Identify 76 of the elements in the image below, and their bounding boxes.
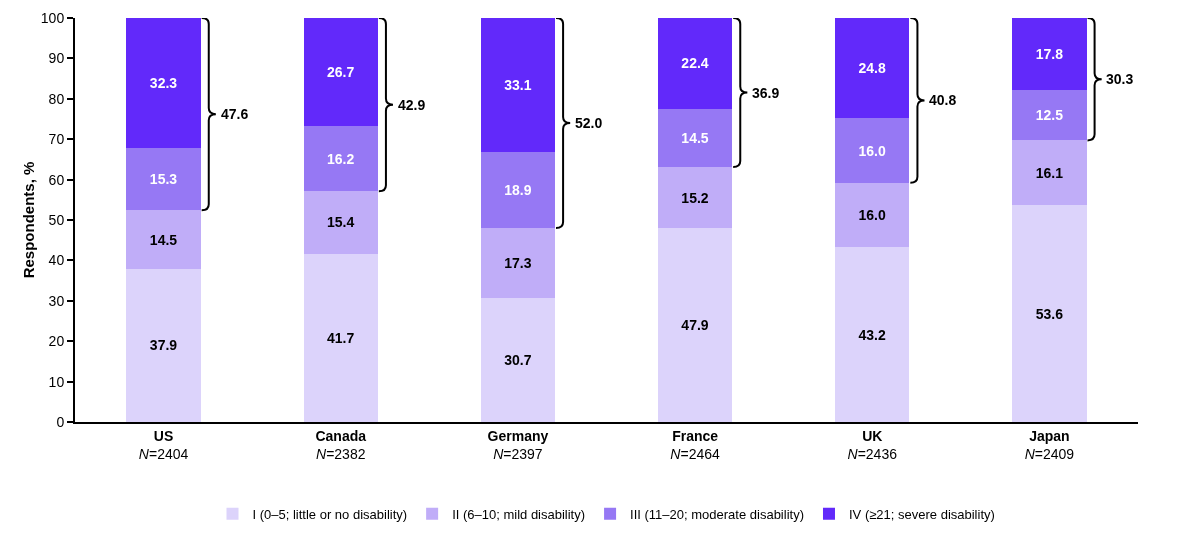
annotation: 30.3 xyxy=(1106,71,1134,87)
data-label: 17.8 xyxy=(1035,45,1064,62)
data-label: 43.2 xyxy=(858,326,886,343)
data-label: 16.2 xyxy=(327,150,355,167)
bar xyxy=(1012,205,1087,422)
legend-label: I (0–5; little or no disability) xyxy=(252,506,408,522)
bar xyxy=(303,18,378,126)
bar xyxy=(657,167,733,229)
y-tick-label: 50 xyxy=(48,211,65,228)
data-label: 37.9 xyxy=(149,337,178,354)
legend-label: IV (≥21; severe disability) xyxy=(848,506,995,522)
bar xyxy=(657,18,733,109)
bar xyxy=(303,191,378,254)
annotation: 36.9 xyxy=(752,85,780,101)
bar xyxy=(1012,89,1087,141)
y-tick-label: 100 xyxy=(40,9,65,26)
data-label: 53.6 xyxy=(1035,305,1064,322)
bar xyxy=(303,253,378,422)
data-label: 15.3 xyxy=(149,171,178,188)
data-label: 47.9 xyxy=(681,317,709,334)
data-label: 17.3 xyxy=(504,255,532,272)
bar xyxy=(126,148,201,211)
bar xyxy=(126,210,201,269)
bar xyxy=(1012,140,1087,206)
x-tick-label: Japan N=2409 xyxy=(1024,427,1075,462)
y-tick-label: 20 xyxy=(48,333,65,350)
data-label: 16.1 xyxy=(1035,164,1064,181)
data-label: 16.0 xyxy=(858,142,886,159)
y-tick-label: 10 xyxy=(48,373,65,390)
data-label: 14.5 xyxy=(681,129,709,146)
bar xyxy=(303,125,378,192)
bar xyxy=(835,182,910,248)
y-tick-label: 70 xyxy=(48,131,65,148)
y-tick-label: 40 xyxy=(48,252,65,269)
data-label: 14.5 xyxy=(149,231,178,248)
bar xyxy=(1012,18,1087,90)
x-tick-label: UK N=2436 xyxy=(847,427,898,462)
y-tick-label: 30 xyxy=(48,292,65,309)
legend-label: II (6–10; mild disability) xyxy=(452,506,586,522)
annotation: 47.6 xyxy=(221,106,249,122)
bar xyxy=(126,268,201,422)
y-tick-label: 90 xyxy=(48,50,65,67)
data-label: 15.2 xyxy=(681,189,709,206)
data-label: 15.4 xyxy=(327,214,355,231)
bar xyxy=(657,108,733,168)
data-label: 26.7 xyxy=(327,63,355,80)
annotation: 42.9 xyxy=(398,97,426,113)
data-label: 32.3 xyxy=(149,75,178,92)
bar xyxy=(480,151,556,229)
bar xyxy=(657,228,733,422)
data-label: 18.9 xyxy=(504,181,532,198)
x-tick-label: Germany N=2397 xyxy=(487,427,549,462)
bar xyxy=(480,297,556,422)
data-label: 33.1 xyxy=(504,76,532,93)
annotation: 52.0 xyxy=(575,115,603,131)
data-label: 41.7 xyxy=(327,329,355,346)
bar xyxy=(126,18,201,149)
y-tick-label: 0 xyxy=(56,413,65,430)
annotation: 40.8 xyxy=(929,92,957,108)
legend-label: III (11–20; moderate disability) xyxy=(630,506,804,522)
bar xyxy=(835,18,910,119)
data-label: 30.7 xyxy=(504,351,532,368)
bar xyxy=(480,18,556,152)
bar xyxy=(835,118,910,183)
y-tick-label: 60 xyxy=(48,171,65,188)
data-label: 22.4 xyxy=(681,55,709,72)
data-label: 24.8 xyxy=(858,60,886,77)
y-tick-label: 80 xyxy=(48,90,65,107)
bar xyxy=(835,247,910,422)
y-axis-title: Respondents, % xyxy=(20,161,37,279)
data-label: 12.5 xyxy=(1035,107,1064,124)
x-tick-label: US N=2404 xyxy=(138,427,189,462)
bar xyxy=(480,228,556,298)
data-label: 16.0 xyxy=(858,207,886,224)
x-tick-label: Canada N=2382 xyxy=(315,427,367,462)
x-tick-label: France N=2464 xyxy=(670,427,721,462)
